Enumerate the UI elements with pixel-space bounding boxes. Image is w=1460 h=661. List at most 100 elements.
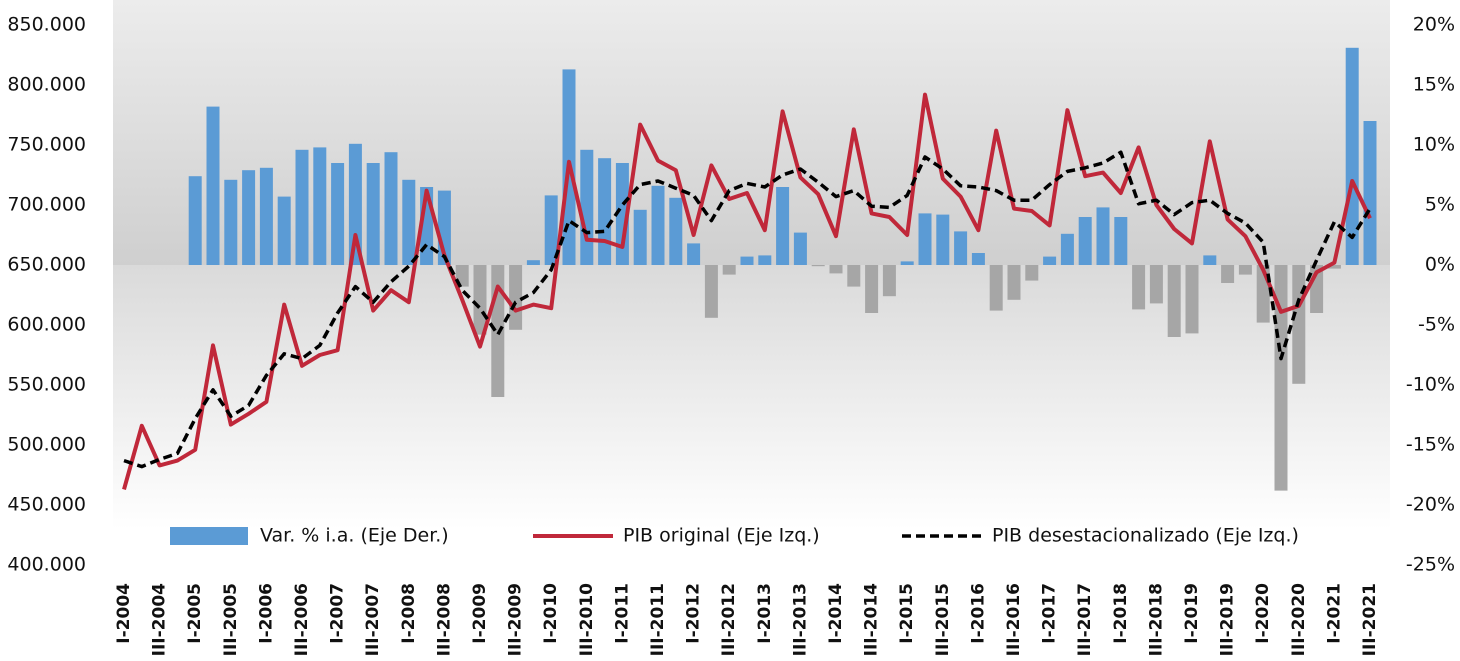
x-tick-label: I-2007 [328,583,348,644]
x-tick-label: III-2019 [1218,583,1238,656]
bar [882,265,896,297]
x-tick-label: III-2017 [1075,583,1095,656]
bar [598,158,612,265]
bar [313,147,327,265]
x-tick-label: I-2004 [114,583,134,644]
bar [242,170,256,265]
y2-tick-label: -15% [1406,434,1455,456]
bar [758,255,772,265]
x-tick-label: I-2008 [399,583,419,644]
bar [1238,265,1252,275]
x-tick-label: III-2018 [1146,583,1166,656]
x-tick-label: III-2005 [221,583,241,656]
x-tick-label: I-2011 [612,583,632,644]
x-tick-label: I-2010 [541,583,561,644]
bar [295,149,309,265]
x-tick-label: I-2021 [1324,583,1344,644]
bar [669,197,683,265]
bar [188,176,202,265]
bar [384,152,398,265]
x-tick-label: III-2006 [292,583,312,656]
bar [1345,47,1359,265]
x-tick-label: III-2010 [577,583,597,657]
x-tick-label: I-2019 [1182,583,1202,644]
y2-tick-label: 0% [1425,254,1455,276]
bar [954,231,968,265]
bar [1292,265,1306,384]
y-tick-label: 450.000 [7,494,86,516]
x-tick-label: I-2016 [968,583,988,644]
bar [1274,265,1288,491]
bar [1185,265,1199,334]
x-tick-label: I-2013 [755,583,775,644]
y2-tick-label: -5% [1418,314,1455,336]
bar [1043,256,1057,265]
bar [473,265,487,335]
bar [277,196,291,265]
bar [402,179,416,265]
line [123,150,1372,469]
bar [776,187,790,265]
bar [829,265,843,274]
bar [580,149,594,265]
bar [704,265,718,318]
x-tick-label: III-2007 [363,583,383,656]
y-tick-label: 650.000 [7,254,86,276]
bar [544,195,558,265]
y-tick-label: 700.000 [7,194,86,216]
bar [1114,217,1128,265]
bar [936,214,950,265]
bar [526,260,540,265]
x-tick-label: I-2015 [897,583,917,644]
bar [811,265,825,267]
y-tick-label: 500.000 [7,434,86,456]
x-tick-label: I-2012 [684,583,704,644]
bar [918,213,932,265]
x-tick-label: III-2020 [1289,583,1309,657]
bar [224,179,238,265]
bar [206,106,220,265]
bar [331,163,345,265]
bar [740,256,754,265]
line [122,92,1372,490]
bar [865,265,879,313]
bar [1096,207,1110,265]
y2-tick-label: -20% [1406,494,1455,516]
legend-label: Var. % i.a. (Eje Der.) [260,525,449,547]
legend-swatch [170,527,248,545]
y2-tick-label: 20% [1413,14,1455,36]
x-tick-label: III-2009 [506,583,526,656]
x-tick-label: III-2016 [1004,583,1024,656]
bar [793,232,807,265]
bar [971,253,985,265]
x-tick-label: III-2014 [862,583,882,657]
legend-label: PIB desestacionalizado (Eje Izq.) [992,525,1299,547]
bar [989,265,1003,311]
bar [1363,121,1377,265]
y2-tick-label: 15% [1413,74,1455,96]
bar [1132,265,1146,310]
x-tick-label: I-2009 [470,583,490,644]
bar [1167,265,1181,337]
x-tick-label: III-2008 [434,583,454,656]
bar [1203,255,1217,265]
x-tick-label: III-2013 [790,583,810,656]
bar [722,265,736,275]
bar [1007,265,1021,300]
bar [651,185,665,265]
x-tick-label: III-2004 [150,583,170,657]
bar [1327,265,1341,269]
bar [348,143,362,265]
x-tick-label: I-2014 [826,583,846,644]
bar [509,265,523,330]
bar [1221,265,1235,283]
y-tick-label: 600.000 [7,314,86,336]
y2-tick-label: 10% [1413,134,1455,156]
x-tick-label: III-2015 [933,583,953,656]
bar [1025,265,1039,281]
x-tick-label: I-2005 [185,583,205,644]
bar [1149,265,1163,304]
bar [1078,217,1092,265]
x-tick-label: I-2018 [1111,583,1131,644]
